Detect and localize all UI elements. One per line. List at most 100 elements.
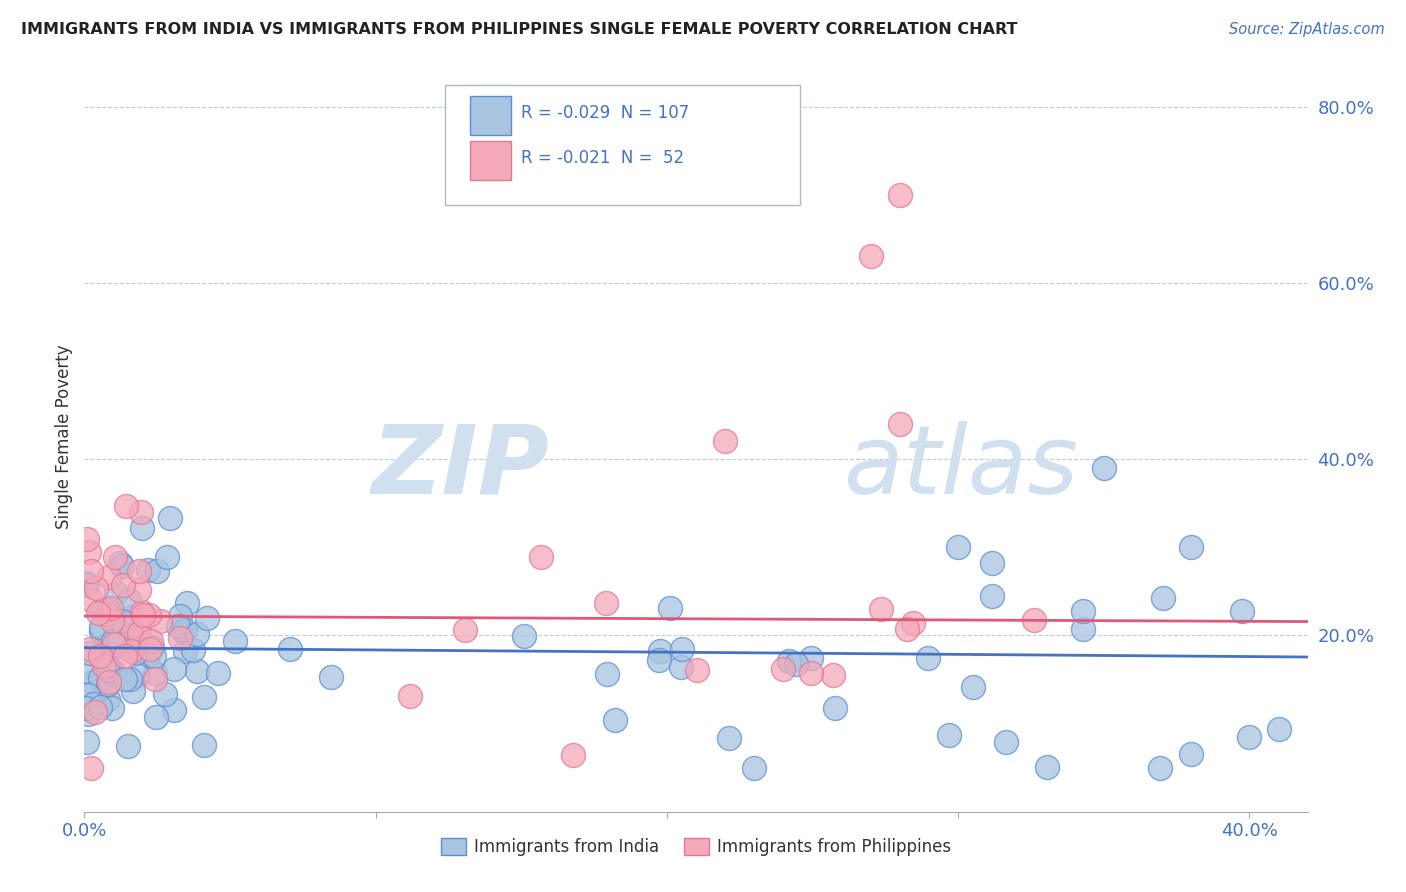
Point	[93, 659, 115, 673]
Point	[84, 581, 107, 595]
Point	[647, 653, 669, 667]
Point	[136, 648, 159, 662]
Point	[278, 641, 301, 656]
Point	[561, 748, 583, 763]
Point	[596, 666, 619, 681]
FancyBboxPatch shape	[446, 85, 800, 205]
Point	[125, 625, 148, 640]
Point	[669, 659, 692, 673]
Point	[89, 699, 111, 714]
Point	[980, 557, 1002, 571]
Point	[648, 644, 671, 658]
Point	[80, 761, 103, 775]
Point	[901, 616, 924, 631]
Point	[110, 558, 132, 573]
Point	[800, 666, 823, 681]
Point	[90, 603, 112, 617]
Point	[93, 640, 115, 654]
Point	[112, 578, 135, 592]
Point	[76, 689, 98, 703]
Point	[167, 618, 190, 632]
Point	[89, 671, 111, 685]
Point	[174, 623, 197, 637]
Point	[980, 589, 1002, 603]
Point	[454, 623, 477, 637]
FancyBboxPatch shape	[470, 96, 512, 135]
Point	[75, 700, 97, 714]
Point	[75, 578, 97, 592]
Point	[889, 187, 911, 202]
Point	[1239, 730, 1261, 744]
Point	[859, 249, 882, 263]
Text: atlas: atlas	[842, 420, 1078, 514]
Point	[1152, 591, 1174, 605]
Point	[821, 668, 844, 682]
Point	[176, 596, 198, 610]
Point	[159, 511, 181, 525]
Point	[108, 633, 131, 648]
Point	[946, 541, 969, 555]
Point	[100, 601, 122, 615]
Point	[686, 663, 709, 677]
Point	[120, 644, 142, 658]
Point	[143, 672, 166, 686]
Point	[962, 680, 984, 694]
Point	[120, 620, 142, 634]
Point	[153, 687, 176, 701]
FancyBboxPatch shape	[470, 141, 512, 180]
Point	[1071, 604, 1094, 618]
Point	[117, 739, 139, 753]
Point	[97, 692, 120, 706]
Point	[79, 642, 101, 657]
Point	[193, 738, 215, 752]
Point	[139, 642, 162, 657]
Point	[195, 611, 218, 625]
Point	[90, 624, 112, 638]
Point	[603, 714, 626, 728]
Point	[114, 648, 136, 663]
Y-axis label: Single Female Poverty: Single Female Poverty	[55, 345, 73, 529]
Point	[104, 611, 127, 625]
Point	[125, 667, 148, 681]
Point	[938, 728, 960, 742]
Point	[714, 434, 737, 449]
Point	[169, 631, 191, 645]
Point	[82, 697, 104, 711]
Point	[128, 565, 150, 579]
Point	[785, 657, 807, 672]
Point	[1071, 622, 1094, 636]
Point	[110, 627, 132, 641]
Point	[143, 648, 166, 663]
Point	[141, 640, 163, 655]
Point	[114, 672, 136, 686]
Point	[104, 550, 127, 565]
Point	[97, 663, 120, 677]
Point	[1036, 760, 1059, 774]
Point	[118, 593, 141, 607]
Point	[128, 626, 150, 640]
Point	[121, 684, 143, 698]
Text: R = -0.029  N = 107: R = -0.029 N = 107	[522, 104, 689, 122]
Point	[87, 606, 110, 620]
Point	[824, 700, 846, 714]
Point	[1232, 604, 1254, 618]
Text: Source: ZipAtlas.com: Source: ZipAtlas.com	[1229, 22, 1385, 37]
Point	[97, 570, 120, 584]
Point	[120, 672, 142, 686]
Point	[75, 575, 97, 590]
Point	[108, 556, 131, 570]
Point	[181, 643, 204, 657]
Point	[96, 607, 118, 621]
Point	[131, 605, 153, 619]
Text: R = -0.021  N =  52: R = -0.021 N = 52	[522, 149, 685, 168]
Point	[778, 654, 800, 668]
Point	[717, 731, 740, 745]
Point	[772, 662, 794, 676]
Point	[595, 596, 617, 610]
Point	[79, 646, 101, 660]
Point	[131, 521, 153, 535]
Point	[97, 603, 120, 617]
Point	[169, 609, 191, 624]
Point	[80, 564, 103, 578]
Point	[83, 705, 105, 719]
